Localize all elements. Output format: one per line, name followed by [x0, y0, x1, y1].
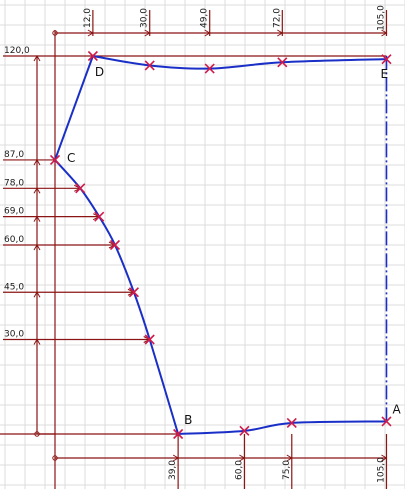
top-dimension-arrow	[204, 29, 211, 37]
top-dimension-label: 49,0	[200, 8, 210, 28]
bottom-dimension-label: 75,0	[282, 460, 292, 480]
top-dimension-arrow	[277, 29, 284, 37]
left-dimension-label: 120,0	[4, 46, 30, 56]
bottom-dimension-arrow	[286, 454, 293, 462]
left-dimension-label: 60,0	[4, 235, 24, 245]
left-dimension-arrow	[33, 291, 41, 298]
left-dimension-label: 30,0	[4, 330, 24, 340]
point-marker	[204, 63, 215, 74]
point-marker	[239, 425, 250, 436]
left-dimension-arrow	[33, 215, 41, 222]
point-marker	[75, 183, 86, 194]
top-dimension-label: 12,0	[83, 8, 93, 28]
bottom-dimension-label: 105,0	[376, 457, 386, 483]
point-marker	[381, 54, 392, 65]
left-dimension-label: 45,0	[4, 282, 24, 292]
bottom-dimension-label: 39,0	[168, 460, 178, 480]
bottom-dimension-label: 60,0	[234, 460, 244, 480]
top-dimension-arrow	[144, 29, 151, 37]
top-dimension-arrow	[381, 29, 388, 37]
top-dimension-label: 72,0	[272, 8, 282, 28]
dimension-lines: 12,0 30,0 49,0 72,0 105,0 39,0 60,0 75,0 105,0 12…	[0, 5, 388, 489]
point-marker	[286, 417, 297, 429]
segment-c-d	[54, 55, 94, 161]
point-marker	[49, 154, 61, 166]
point-marker	[277, 57, 288, 68]
point-marker	[173, 428, 184, 440]
point-marker	[128, 287, 139, 298]
point-marker	[144, 334, 155, 345]
top-dimension-label: 30,0	[140, 8, 150, 28]
left-dimension-arrow	[33, 244, 41, 251]
left-dimension-arrow	[33, 55, 41, 62]
left-dimension-arrow	[33, 187, 41, 194]
point-label-a: A	[392, 402, 401, 416]
point-marker	[109, 239, 121, 251]
point-marker	[87, 50, 98, 62]
bottom-dimension-arrow	[239, 454, 246, 462]
bottom-dimension-arrow	[381, 454, 388, 462]
left-dimension-arrow	[33, 158, 41, 166]
top-dimension-arrow	[87, 29, 94, 37]
point-label-c: C	[67, 151, 75, 165]
point-label-b: B	[184, 413, 192, 427]
point-label-d: D	[95, 65, 104, 79]
left-dimension-label: 78,0	[4, 178, 24, 188]
left-curve	[54, 159, 180, 435]
bottom-dimension-arrow	[172, 454, 180, 462]
point-marker	[381, 416, 392, 427]
left-dimension-label: 87,0	[4, 150, 24, 160]
left-dimension-label: 69,0	[4, 207, 24, 217]
point-labels: A B C D E	[67, 65, 401, 427]
point-markers	[49, 50, 392, 440]
top-dimension-label: 105,0	[376, 5, 386, 31]
bottom-curve	[178, 420, 387, 435]
left-dimension-arrow	[33, 338, 41, 345]
point-label-e: E	[380, 67, 388, 81]
point-marker	[94, 211, 105, 222]
top-curve	[92, 55, 387, 70]
point-marker	[144, 60, 155, 71]
